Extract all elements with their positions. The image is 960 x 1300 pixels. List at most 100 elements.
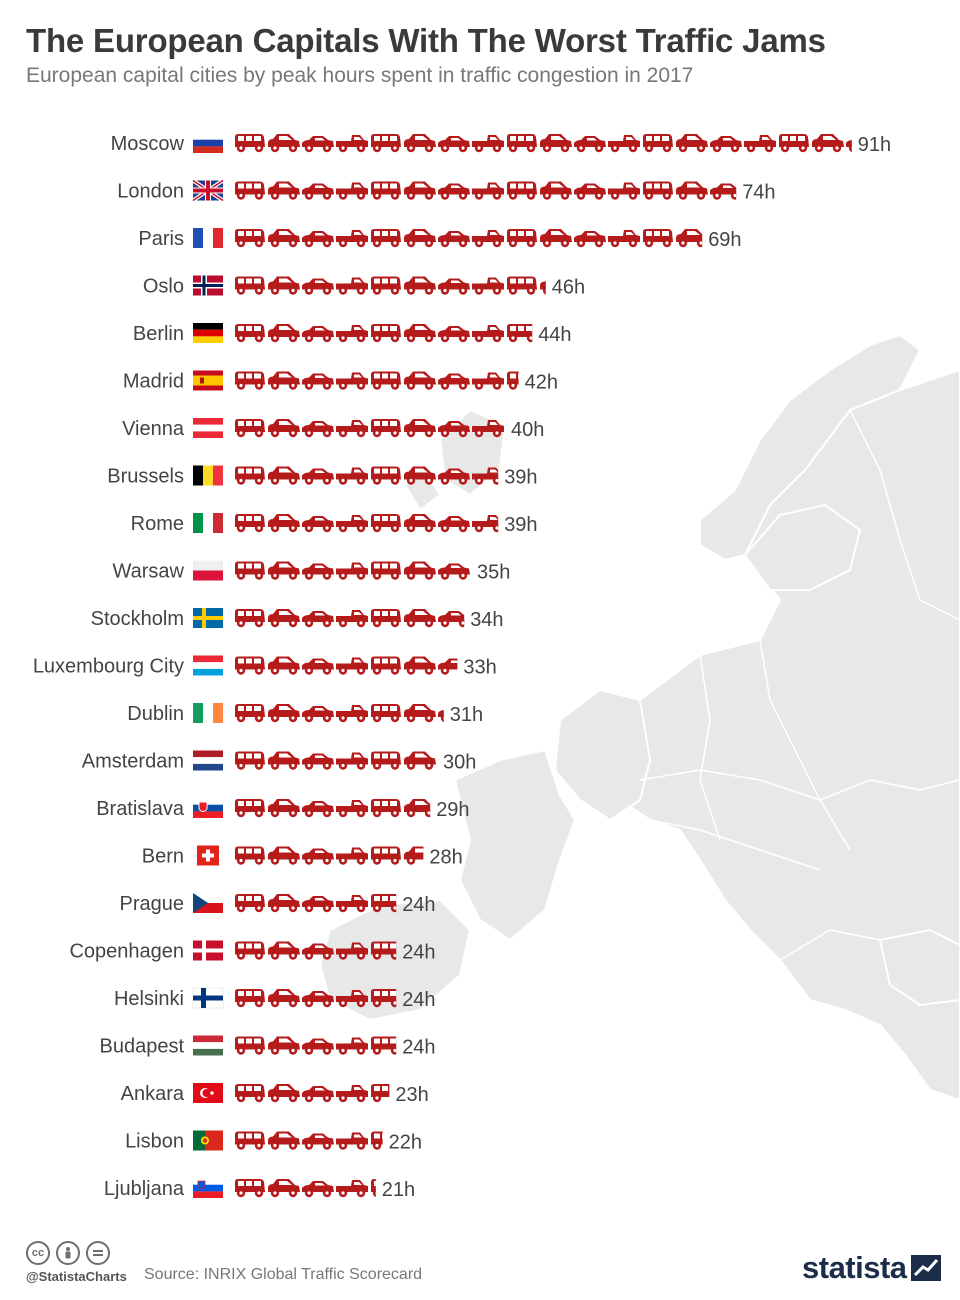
category-label: Rome [131, 513, 184, 535]
flag-fi-icon [192, 987, 224, 1009]
car-icon [371, 134, 401, 153]
car-icon [336, 230, 368, 248]
car-icon [438, 278, 470, 295]
flag-se-icon [193, 608, 223, 628]
car-icon [574, 136, 606, 153]
car-icon [302, 373, 334, 390]
car-icon [268, 1036, 300, 1055]
attribution-icon [56, 1241, 80, 1265]
data-label: 24h [402, 942, 435, 964]
car-icon [268, 846, 300, 865]
car-icon [472, 515, 499, 533]
car-icon [371, 1036, 397, 1055]
car-icon [438, 183, 470, 200]
car-icon [336, 1085, 368, 1103]
car-icon [404, 466, 436, 485]
car-icon [404, 751, 436, 770]
category-label: Brussels [107, 466, 184, 488]
car-icon [268, 514, 300, 533]
data-label: 35h [477, 562, 510, 584]
car-icon [507, 229, 537, 248]
car-icon [302, 136, 334, 153]
car-icon [779, 134, 809, 153]
flag-dk-icon [193, 940, 223, 961]
chart-title: The European Capitals With The Worst Tra… [26, 22, 826, 59]
car-icon [235, 371, 265, 390]
category-label: Copenhagen [69, 941, 184, 963]
car-icon [336, 942, 368, 960]
car-icon [302, 1086, 334, 1103]
car-icon [235, 656, 265, 675]
car-icon [404, 229, 436, 248]
car-icon [235, 1084, 265, 1103]
data-label: 42h [525, 372, 558, 394]
car-icon [268, 1131, 300, 1150]
car-icon [371, 324, 401, 343]
car-icon [336, 610, 368, 628]
car-icon [540, 134, 572, 153]
data-label: 31h [450, 704, 483, 726]
car-icon [268, 799, 300, 818]
flag-fr-icon [193, 228, 223, 248]
bar [235, 276, 546, 295]
car-icon [235, 941, 265, 960]
car-icon [235, 561, 265, 580]
car-icon [302, 563, 334, 580]
car-icon [268, 656, 300, 675]
car-icon [336, 847, 368, 865]
bar [235, 561, 470, 580]
car-icon [302, 753, 334, 770]
car-icon [404, 276, 436, 295]
car-icon [371, 704, 401, 723]
car-icon [472, 420, 504, 438]
car-icon [404, 656, 436, 675]
bar [235, 229, 703, 248]
car-icon [643, 134, 673, 153]
car-icon [438, 421, 470, 438]
bar [235, 466, 499, 485]
car-icon [336, 752, 368, 770]
car-icon [676, 229, 703, 248]
data-label: 39h [504, 467, 537, 489]
car-icon [371, 229, 401, 248]
no-derivatives-icon [86, 1241, 110, 1265]
car-icon [336, 182, 368, 200]
category-label: Moscow [111, 133, 185, 155]
car-icon [574, 183, 606, 200]
car-icon [302, 326, 334, 343]
car-icon [404, 181, 436, 200]
car-icon [268, 371, 300, 390]
bar [235, 704, 444, 723]
car-icon [404, 609, 436, 628]
car-icon [268, 751, 300, 770]
car-icon [540, 229, 572, 248]
car-icon [268, 419, 300, 438]
car-icon [235, 1179, 265, 1198]
bar [235, 656, 458, 675]
car-icon [336, 705, 368, 723]
data-label: 39h [504, 514, 537, 536]
car-icon [438, 658, 458, 675]
car-icon [404, 514, 436, 533]
car-icon [371, 941, 397, 960]
car-icon [507, 371, 519, 390]
car-icon [302, 421, 334, 438]
data-label: 30h [443, 752, 476, 774]
flag-sk-icon [193, 798, 223, 818]
bar [235, 1084, 390, 1103]
car-icon [643, 229, 673, 248]
car-icon [472, 230, 504, 248]
car-icon [302, 231, 334, 248]
car-icon [268, 134, 300, 153]
car-icon [302, 611, 334, 628]
car-icon [235, 1131, 265, 1150]
statista-logo: statista [802, 1250, 941, 1286]
car-icon [676, 134, 708, 153]
car-icon [371, 514, 401, 533]
car-icon [472, 325, 504, 343]
category-label: Oslo [143, 276, 184, 298]
car-icon [404, 371, 436, 390]
data-label: 28h [429, 847, 462, 869]
flag-tr-icon [193, 1083, 223, 1103]
category-label: Vienna [122, 418, 185, 440]
